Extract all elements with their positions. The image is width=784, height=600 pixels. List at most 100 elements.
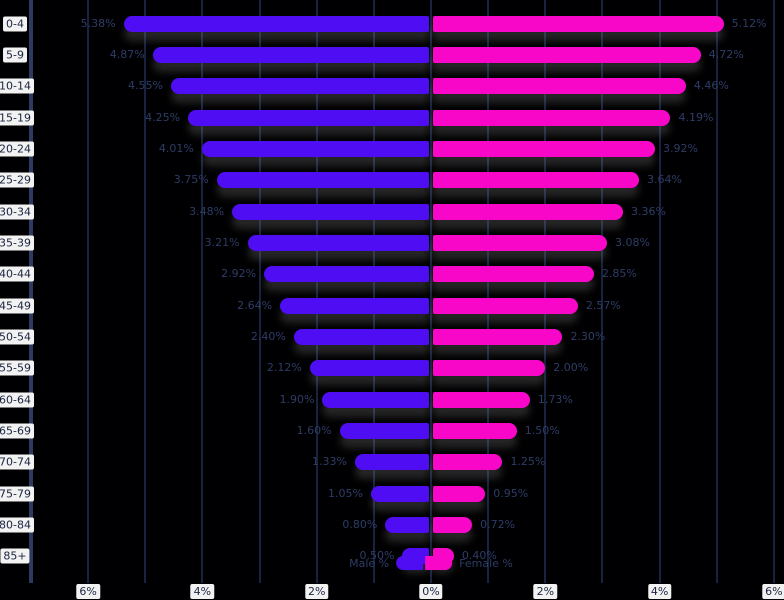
male-value-label: 0.50% xyxy=(359,549,395,563)
gridline xyxy=(658,0,661,583)
pyramid-row: 5-9 4.87% 4.72% xyxy=(0,46,784,63)
female-value-label: 3.92% xyxy=(663,141,698,155)
male-bar xyxy=(355,454,429,471)
pyramid-row: 80-84 0.80% 0.72% xyxy=(0,517,784,534)
female-bar xyxy=(433,454,503,471)
age-group-label: 20-24 xyxy=(0,141,34,157)
female-bar xyxy=(433,46,701,63)
age-group-label: 35-39 xyxy=(0,235,34,251)
female-value-label: 2.57% xyxy=(585,298,621,312)
male-bar xyxy=(247,234,429,251)
female-value-label: 2.00% xyxy=(553,361,589,375)
female-value-label: 1.25% xyxy=(510,455,546,469)
gridline xyxy=(258,0,261,583)
female-bar xyxy=(433,78,686,95)
pyramid-row: 70-74 1.33% 1.25% xyxy=(0,454,784,471)
male-value-label: 3.21% xyxy=(204,235,240,249)
male-bar xyxy=(201,140,429,157)
age-group-label: 80-84 xyxy=(0,517,34,533)
male-value-label: 4.01% xyxy=(158,141,194,155)
x-axis-tick-label: 4% xyxy=(647,584,672,599)
female-value-label: 3.08% xyxy=(615,235,650,249)
female-value-label: 1.73% xyxy=(537,392,573,406)
pyramid-row: 45-49 2.64% 2.57% xyxy=(0,297,784,314)
gridline xyxy=(544,0,547,583)
y-axis-spine xyxy=(28,0,33,583)
male-value-label: 4.25% xyxy=(145,110,181,124)
female-value-label: 4.46% xyxy=(693,79,729,93)
male-value-label: 0.80% xyxy=(342,518,378,532)
female-bar xyxy=(433,203,624,220)
male-value-label: 2.12% xyxy=(266,361,302,375)
x-axis-tick-label: 6% xyxy=(762,584,784,599)
pyramid-row: 65-69 1.60% 1.50% xyxy=(0,423,784,440)
female-bar xyxy=(433,391,530,408)
legend-male-label[interactable]: Male % xyxy=(349,556,390,570)
gridline xyxy=(144,0,147,583)
pyramid-row: 0-4 5.38% 5.12% xyxy=(0,15,784,32)
age-group-label: 55-59 xyxy=(0,360,34,376)
legend-female-label[interactable]: Female % xyxy=(459,556,513,570)
female-bar xyxy=(433,140,656,157)
pyramid-row: 55-59 2.12% 2.00% xyxy=(0,360,784,377)
age-group-label: 60-64 xyxy=(0,392,34,408)
female-bar xyxy=(433,234,608,251)
x-axis-tick-label: 6% xyxy=(76,584,100,599)
male-bar xyxy=(309,360,429,377)
legend-male-swatch[interactable] xyxy=(396,556,424,570)
male-bar xyxy=(188,109,429,126)
gridline xyxy=(487,0,490,583)
female-value-label: 2.30% xyxy=(570,330,606,343)
pyramid-row: 15-19 4.25% 4.19% xyxy=(0,109,784,126)
female-value-label: 0.40% xyxy=(461,549,497,563)
age-group-label: 5-9 xyxy=(3,47,27,63)
male-bar xyxy=(232,203,429,220)
male-bar xyxy=(170,78,429,95)
age-group-label: 70-74 xyxy=(0,454,34,470)
pyramid-row: 35-39 3.21% 3.08% xyxy=(0,234,784,251)
pyramid-row: 25-29 3.75% 3.64% xyxy=(0,172,784,189)
male-bar xyxy=(123,15,429,32)
male-value-label: 1.05% xyxy=(328,486,363,500)
female-value-label: 3.36% xyxy=(631,204,666,218)
x-axis-tick-label: 2% xyxy=(304,584,329,599)
age-group-label: 50-54 xyxy=(0,329,34,345)
gridline xyxy=(201,0,204,583)
male-value-label: 1.90% xyxy=(279,392,315,406)
female-bar xyxy=(433,172,640,189)
female-bar xyxy=(433,517,473,534)
male-bar xyxy=(293,329,429,345)
male-bar xyxy=(216,172,429,189)
male-value-label: 5.38% xyxy=(80,16,116,30)
male-bar xyxy=(339,423,429,440)
age-group-label: 85+ xyxy=(0,548,30,564)
pyramid-row: 85+ 0.50% 0.40% xyxy=(0,548,784,565)
gridline xyxy=(430,0,432,583)
gridline xyxy=(601,0,604,583)
age-group-label: 0-4 xyxy=(3,16,27,31)
female-bar xyxy=(433,266,594,283)
legend-female-swatch[interactable] xyxy=(425,556,453,570)
legend-swatches xyxy=(396,556,453,570)
x-axis-tick-label: 0% xyxy=(419,584,443,599)
age-group-label: 25-29 xyxy=(0,172,34,188)
pyramid-row: 30-34 3.48% 3.36% xyxy=(0,203,784,220)
female-value-label: 4.19% xyxy=(678,110,714,124)
pyramid-row: 40-44 2.92% 2.85% xyxy=(0,266,784,283)
female-bar xyxy=(433,423,517,440)
pyramid-row: 75-79 1.05% 0.95% xyxy=(0,485,784,502)
male-value-label: 1.33% xyxy=(312,455,347,469)
male-bar xyxy=(322,391,429,408)
male-bar xyxy=(385,517,429,534)
age-group-label: 65-69 xyxy=(0,423,34,439)
male-value-label: 2.92% xyxy=(221,267,257,281)
female-bar xyxy=(433,485,486,502)
age-group-label: 40-44 xyxy=(0,266,34,282)
male-value-label: 4.55% xyxy=(128,79,163,93)
male-bar xyxy=(264,266,429,283)
pyramid-row: 60-64 1.90% 1.73% xyxy=(0,391,784,408)
female-value-label: 0.72% xyxy=(480,518,516,532)
pyramid-row: 50-54 2.40% 2.30% xyxy=(0,329,784,345)
male-value-label: 2.64% xyxy=(237,298,273,312)
